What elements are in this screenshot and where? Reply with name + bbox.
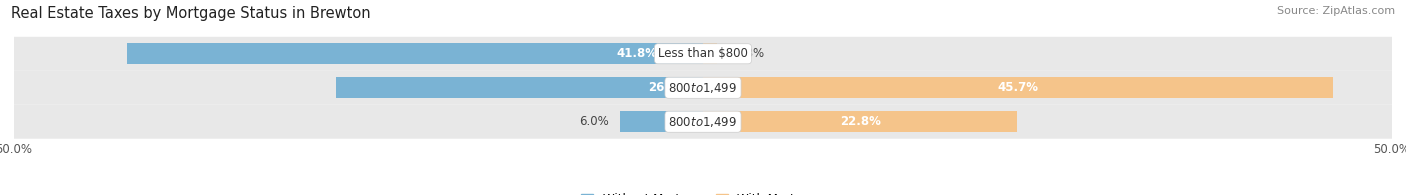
FancyBboxPatch shape <box>14 37 1392 71</box>
Text: 45.7%: 45.7% <box>997 81 1039 94</box>
Bar <box>703 111 1017 132</box>
Bar <box>703 43 717 64</box>
FancyBboxPatch shape <box>14 105 1392 139</box>
FancyBboxPatch shape <box>14 71 1392 105</box>
Text: 22.8%: 22.8% <box>839 115 880 128</box>
Text: 6.0%: 6.0% <box>579 115 609 128</box>
Bar <box>127 43 703 64</box>
Text: Real Estate Taxes by Mortgage Status in Brewton: Real Estate Taxes by Mortgage Status in … <box>11 6 371 21</box>
Text: 41.8%: 41.8% <box>617 47 658 60</box>
Text: 0.98%: 0.98% <box>727 47 765 60</box>
Text: $800 to $1,499: $800 to $1,499 <box>668 81 738 95</box>
Text: $800 to $1,499: $800 to $1,499 <box>668 115 738 129</box>
Bar <box>703 77 1333 98</box>
Text: Less than $800: Less than $800 <box>658 47 748 60</box>
Legend: Without Mortgage, With Mortgage: Without Mortgage, With Mortgage <box>576 188 830 195</box>
Text: Source: ZipAtlas.com: Source: ZipAtlas.com <box>1277 6 1395 16</box>
Text: 26.6%: 26.6% <box>648 81 689 94</box>
Bar <box>336 77 703 98</box>
Bar <box>620 111 703 132</box>
